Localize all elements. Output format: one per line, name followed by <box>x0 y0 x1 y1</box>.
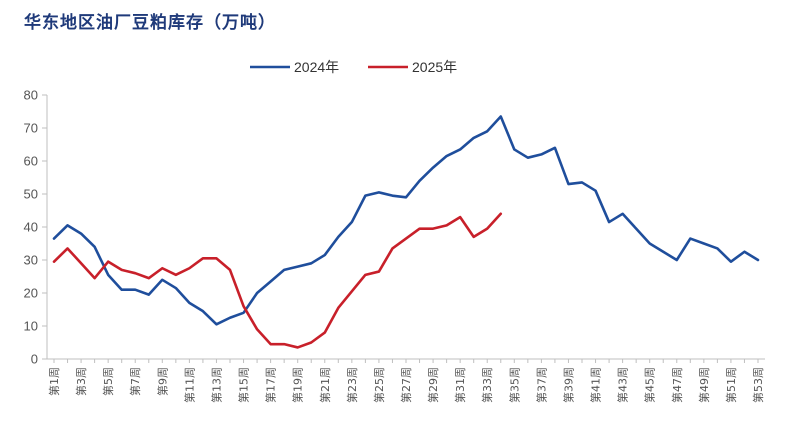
legend-label-1: 2024年 <box>294 59 339 75</box>
y-tick-label: 0 <box>31 352 38 367</box>
series-lines <box>52 115 760 349</box>
x-tick-label: 第45周 <box>643 367 657 403</box>
x-tick-label: 第39周 <box>561 367 575 403</box>
y-tick-label: 60 <box>24 154 38 169</box>
x-tick-label: 第3周 <box>74 367 88 396</box>
y-tick-label: 70 <box>24 121 38 136</box>
x-tick-label: 第17周 <box>264 367 278 403</box>
x-tick-label: 第33周 <box>480 367 494 403</box>
y-tick-label: 80 <box>24 88 38 103</box>
x-tick-label: 第1周 <box>47 367 61 396</box>
axes: 0 10 20 30 40 50 60 70 80 第1周 第3周 第5周 第7周 第9周 第11周 第13周… <box>24 88 765 403</box>
legend: 2024年 2025年 <box>250 59 457 75</box>
x-tick-label: 第43周 <box>616 367 630 403</box>
chart-title: 华东地区油厂豆粕库存（万吨） <box>24 13 276 33</box>
y-tick-label: 30 <box>24 253 38 268</box>
x-tick-label: 第49周 <box>697 367 711 403</box>
x-tick-label: 第23周 <box>345 367 359 403</box>
y-tick-label: 50 <box>24 187 38 202</box>
x-tick-label: 第21周 <box>318 367 332 403</box>
x-tick-label: 第31周 <box>453 367 467 403</box>
x-tick-label: 第13周 <box>209 367 223 403</box>
y-tick-label: 10 <box>24 319 38 334</box>
x-tick-label: 第37周 <box>534 367 548 403</box>
x-tick-label: 第29周 <box>426 367 440 403</box>
series-line-1 <box>52 115 760 326</box>
x-tick-label: 第35周 <box>507 367 521 403</box>
x-tick-label: 第25周 <box>372 367 386 403</box>
x-tick-label: 第27周 <box>399 367 413 403</box>
x-tick-label: 第41周 <box>589 367 603 403</box>
y-tick-label: 40 <box>24 220 38 235</box>
x-tick-label: 第53周 <box>751 367 765 403</box>
x-tick-label: 第9周 <box>155 367 169 396</box>
series-line-2 <box>52 212 503 349</box>
legend-label-2: 2025年 <box>412 59 457 75</box>
x-tick-label: 第11周 <box>182 367 196 403</box>
x-tick-label: 第47周 <box>670 367 684 403</box>
y-tick-label: 20 <box>24 286 38 301</box>
x-tick-label: 第51周 <box>724 367 738 403</box>
x-tick-label: 第19周 <box>291 367 305 403</box>
x-tick-label: 第5周 <box>101 367 115 396</box>
x-tick-label: 第7周 <box>128 367 142 396</box>
x-tick-label: 第15周 <box>237 367 251 403</box>
